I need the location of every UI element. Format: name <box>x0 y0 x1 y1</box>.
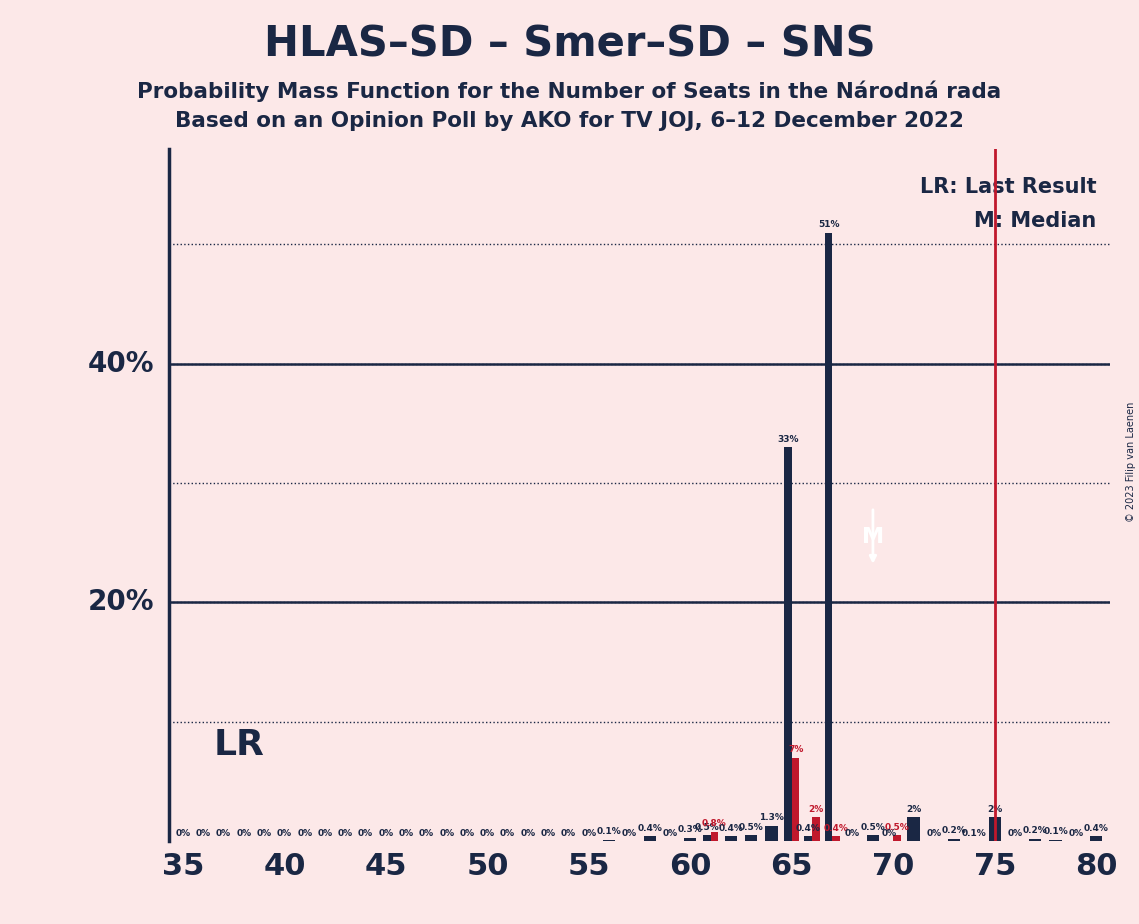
Bar <box>812 818 820 841</box>
Text: HLAS–SD – Smer–SD – SNS: HLAS–SD – Smer–SD – SNS <box>264 23 875 65</box>
Bar <box>703 835 711 841</box>
Text: LR: Last Result: LR: Last Result <box>919 176 1096 197</box>
Text: 0%: 0% <box>882 829 896 837</box>
Text: 7%: 7% <box>788 745 803 754</box>
Text: 0%: 0% <box>318 829 333 837</box>
Bar <box>867 835 879 841</box>
Text: 0%: 0% <box>297 829 312 837</box>
Text: 0.5%: 0.5% <box>885 822 909 832</box>
Text: 40%: 40% <box>88 350 155 378</box>
Text: Based on an Opinion Poll by AKO for TV JOJ, 6–12 December 2022: Based on an Opinion Poll by AKO for TV J… <box>175 111 964 131</box>
Text: 0%: 0% <box>419 829 434 837</box>
Text: 0.5%: 0.5% <box>695 822 719 832</box>
Text: 2%: 2% <box>906 805 921 814</box>
Text: © 2023 Filip van Laenen: © 2023 Filip van Laenen <box>1126 402 1136 522</box>
Text: 0%: 0% <box>541 829 556 837</box>
Bar <box>644 836 656 841</box>
Bar <box>765 826 778 841</box>
Bar <box>1049 840 1062 841</box>
Bar <box>784 447 792 841</box>
Bar <box>833 836 841 841</box>
Text: 0%: 0% <box>622 829 637 837</box>
Text: 0.1%: 0.1% <box>1043 827 1068 836</box>
Text: 0%: 0% <box>521 829 535 837</box>
Text: 0.1%: 0.1% <box>962 829 986 837</box>
Text: 1.3%: 1.3% <box>759 813 784 822</box>
Text: 0%: 0% <box>236 829 252 837</box>
Bar <box>948 839 960 841</box>
Text: 0%: 0% <box>358 829 374 837</box>
Text: 2%: 2% <box>988 805 1002 814</box>
Text: 0%: 0% <box>926 829 942 837</box>
Text: Probability Mass Function for the Number of Seats in the Národná rada: Probability Mass Function for the Number… <box>138 80 1001 102</box>
Text: 51%: 51% <box>818 220 839 229</box>
Bar <box>711 832 719 841</box>
Text: 0.5%: 0.5% <box>861 822 885 832</box>
Text: 0%: 0% <box>378 829 393 837</box>
Bar <box>893 835 901 841</box>
Bar <box>792 758 800 841</box>
Text: 0%: 0% <box>399 829 413 837</box>
Text: 0%: 0% <box>581 829 597 837</box>
Text: 0.4%: 0.4% <box>1083 824 1108 833</box>
Bar <box>804 836 812 841</box>
Text: 0.3%: 0.3% <box>678 825 703 834</box>
Text: 0%: 0% <box>216 829 231 837</box>
Text: 0.4%: 0.4% <box>638 824 662 833</box>
Text: 0%: 0% <box>562 829 576 837</box>
Text: 33%: 33% <box>777 435 798 444</box>
Text: 0%: 0% <box>277 829 292 837</box>
Text: M: Median: M: Median <box>974 212 1096 231</box>
Text: 0%: 0% <box>480 829 495 837</box>
Bar <box>745 835 757 841</box>
Text: M: M <box>862 527 884 547</box>
Text: 0%: 0% <box>256 829 272 837</box>
Text: 0.4%: 0.4% <box>719 824 744 833</box>
Text: 0%: 0% <box>845 829 860 837</box>
Bar <box>1030 839 1041 841</box>
Text: 0%: 0% <box>663 829 678 837</box>
Bar <box>603 840 615 841</box>
Text: 0.2%: 0.2% <box>1023 826 1048 835</box>
Text: 0%: 0% <box>1007 829 1023 837</box>
Text: 0%: 0% <box>1068 829 1083 837</box>
Text: 0%: 0% <box>440 829 454 837</box>
Text: 0%: 0% <box>500 829 515 837</box>
Text: LR: LR <box>213 728 264 762</box>
Bar <box>1090 836 1103 841</box>
Text: 0.4%: 0.4% <box>796 824 820 833</box>
Bar <box>825 233 833 841</box>
Bar <box>908 818 919 841</box>
Text: 0.2%: 0.2% <box>942 826 967 835</box>
Bar <box>685 837 696 841</box>
Bar <box>989 818 1001 841</box>
Text: 0%: 0% <box>175 829 190 837</box>
Text: 0.5%: 0.5% <box>739 822 763 832</box>
Text: 0%: 0% <box>338 829 353 837</box>
Text: 20%: 20% <box>88 589 155 616</box>
Bar <box>724 836 737 841</box>
Text: 0.1%: 0.1% <box>597 827 622 836</box>
Text: 0%: 0% <box>459 829 475 837</box>
Text: 0.8%: 0.8% <box>702 819 727 828</box>
Text: 2%: 2% <box>809 805 823 814</box>
Text: 0%: 0% <box>196 829 211 837</box>
Text: 0.4%: 0.4% <box>823 824 849 833</box>
